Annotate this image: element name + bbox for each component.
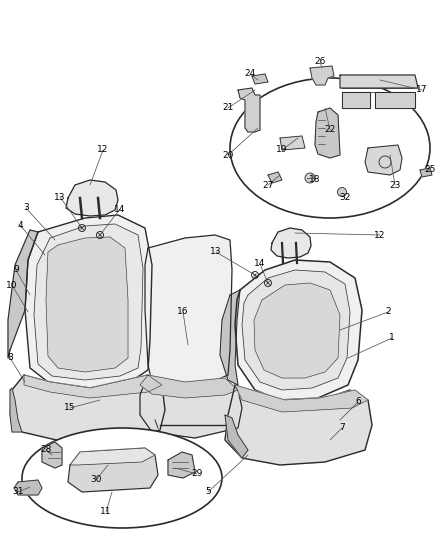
Ellipse shape	[22, 428, 222, 528]
Text: 32: 32	[339, 192, 351, 201]
Text: 13: 13	[210, 247, 222, 256]
Polygon shape	[280, 136, 305, 150]
Polygon shape	[271, 228, 311, 258]
Polygon shape	[8, 230, 38, 358]
Polygon shape	[365, 145, 402, 175]
Polygon shape	[68, 448, 158, 492]
Polygon shape	[238, 88, 260, 132]
Text: 29: 29	[191, 470, 203, 479]
Text: 4: 4	[17, 221, 23, 230]
Text: 8: 8	[7, 353, 13, 362]
Polygon shape	[145, 235, 232, 388]
Polygon shape	[225, 385, 372, 465]
Text: 25: 25	[424, 166, 436, 174]
Polygon shape	[10, 375, 165, 442]
Polygon shape	[254, 283, 340, 378]
Ellipse shape	[230, 78, 430, 218]
Polygon shape	[46, 237, 128, 372]
Text: 19: 19	[276, 146, 288, 155]
Text: 16: 16	[177, 308, 189, 317]
Text: 27: 27	[262, 181, 274, 190]
Polygon shape	[340, 75, 418, 88]
Circle shape	[305, 173, 315, 183]
Polygon shape	[342, 92, 370, 108]
Polygon shape	[168, 452, 195, 478]
Text: 9: 9	[13, 265, 19, 274]
Text: 3: 3	[23, 204, 29, 213]
Polygon shape	[10, 388, 22, 432]
Polygon shape	[420, 168, 432, 177]
Polygon shape	[14, 480, 42, 495]
Polygon shape	[235, 260, 362, 400]
Polygon shape	[268, 172, 282, 183]
Polygon shape	[24, 375, 162, 398]
Text: 15: 15	[64, 403, 76, 413]
Polygon shape	[315, 108, 340, 158]
Polygon shape	[70, 448, 155, 465]
Polygon shape	[34, 224, 143, 380]
Text: 18: 18	[309, 175, 321, 184]
Polygon shape	[42, 442, 62, 468]
Polygon shape	[225, 415, 248, 458]
Text: 30: 30	[90, 475, 102, 484]
Text: 12: 12	[374, 230, 386, 239]
Text: 14: 14	[254, 260, 266, 269]
Text: 1: 1	[389, 334, 395, 343]
Text: 10: 10	[6, 280, 18, 289]
Text: 12: 12	[97, 146, 109, 155]
Text: 7: 7	[339, 424, 345, 432]
Polygon shape	[25, 215, 152, 388]
Text: 13: 13	[54, 192, 66, 201]
Text: 5: 5	[205, 488, 211, 497]
Polygon shape	[375, 92, 415, 108]
Polygon shape	[252, 74, 268, 84]
Text: 28: 28	[40, 446, 52, 455]
Polygon shape	[310, 66, 334, 85]
Polygon shape	[235, 385, 368, 412]
Text: 23: 23	[389, 181, 401, 190]
Text: 2: 2	[385, 308, 391, 317]
Text: 26: 26	[314, 58, 326, 67]
Polygon shape	[242, 270, 350, 390]
Circle shape	[338, 188, 346, 197]
Text: 21: 21	[223, 103, 234, 112]
Text: 20: 20	[223, 150, 234, 159]
Polygon shape	[66, 180, 118, 216]
Polygon shape	[140, 375, 238, 398]
Text: 24: 24	[244, 69, 256, 78]
Text: 6: 6	[355, 398, 361, 407]
Text: 17: 17	[416, 85, 428, 94]
Text: 11: 11	[100, 507, 112, 516]
Text: 31: 31	[12, 488, 24, 497]
Text: 14: 14	[114, 205, 126, 214]
Polygon shape	[140, 375, 242, 438]
Text: 22: 22	[325, 125, 336, 134]
Polygon shape	[220, 290, 240, 385]
